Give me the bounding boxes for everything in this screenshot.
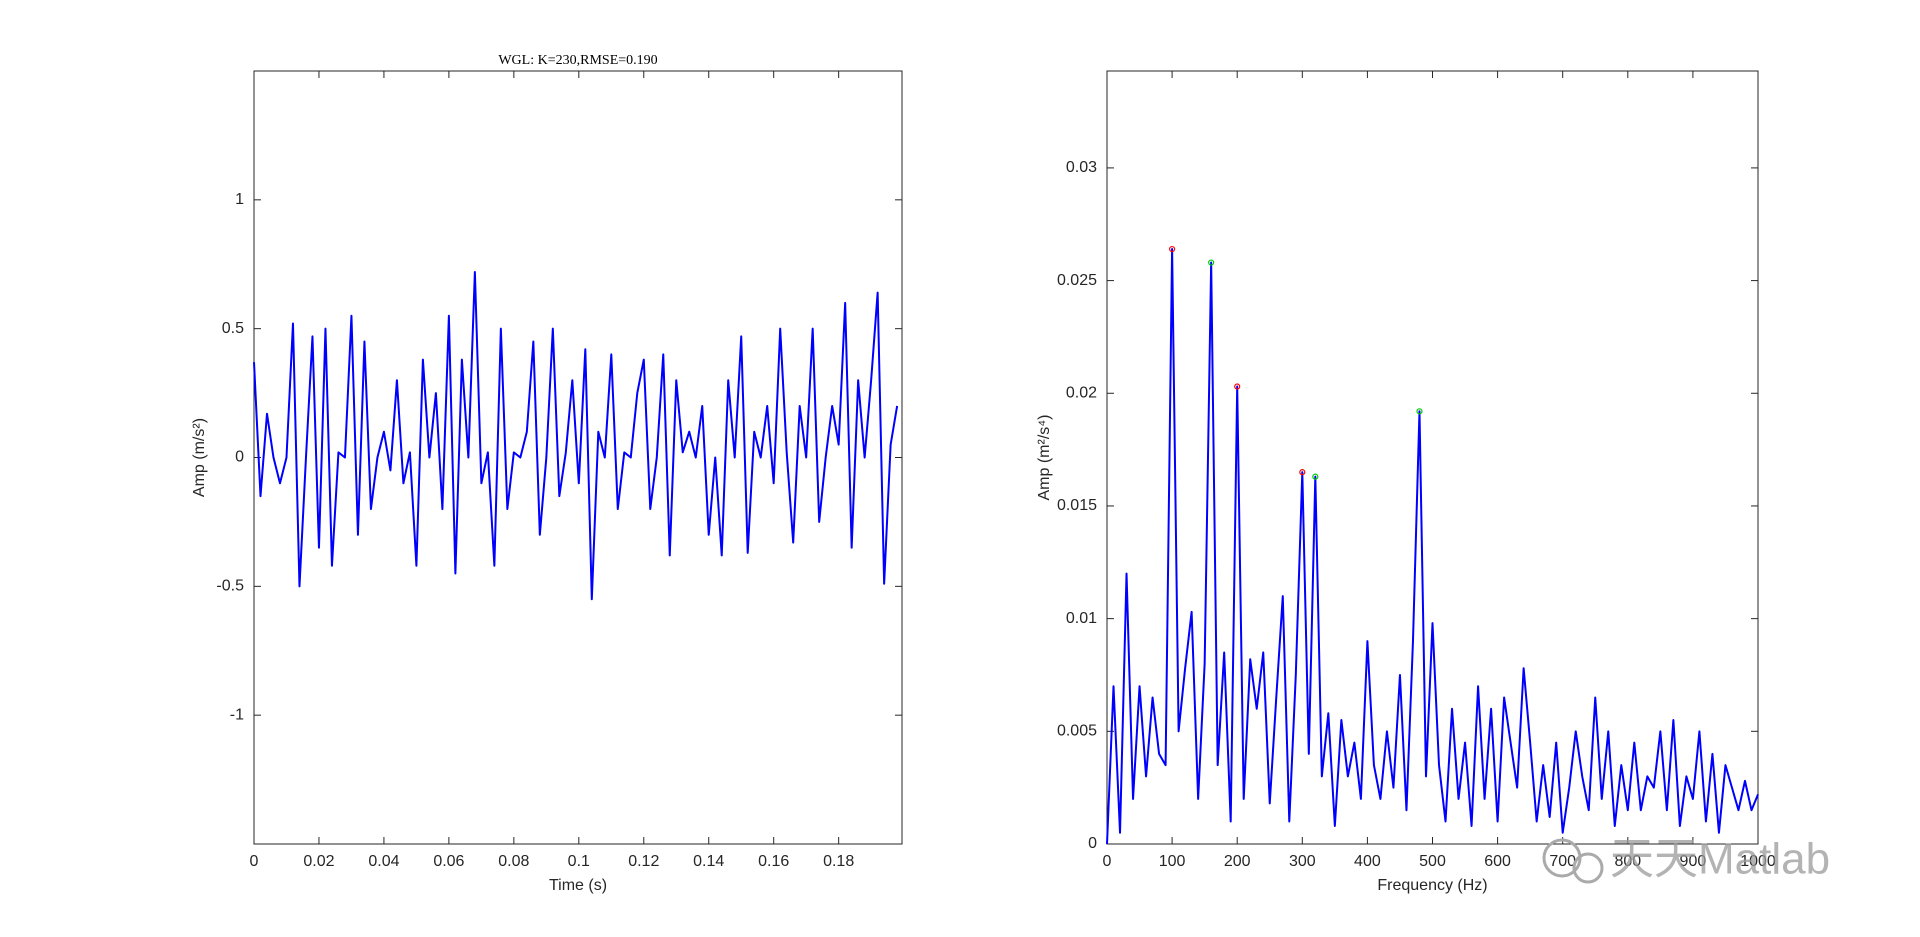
x-tick-label: 100 — [1159, 853, 1186, 870]
x-tick-label: 0.1 — [568, 853, 590, 870]
peak-marker — [1208, 259, 1215, 266]
x-tick-label: 0.08 — [498, 853, 529, 870]
x-tick-label: 0.02 — [303, 853, 334, 870]
x-tick-label: 500 — [1419, 853, 1446, 870]
x-tick-label: 0.14 — [693, 853, 724, 870]
x-tick-label: 600 — [1484, 853, 1511, 870]
x-tick-label: 0.04 — [368, 853, 399, 870]
peak-marker — [1416, 408, 1423, 415]
x-tick-label: 0.06 — [433, 853, 464, 870]
y-tick-label: 0.025 — [1057, 272, 1097, 289]
y-tick-label: 1 — [235, 191, 244, 208]
x-tick-label: 200 — [1224, 853, 1251, 870]
y-tick-label: 0 — [1088, 835, 1097, 852]
y-tick-label: -0.5 — [216, 578, 244, 595]
x-tick-label: 300 — [1289, 853, 1316, 870]
x-tick-label: 900 — [1680, 853, 1707, 870]
x-tick-label: 400 — [1354, 853, 1381, 870]
watermark-group: 天天Matlab — [1542, 835, 1830, 884]
y-axis-label: Amp (m/s²) — [191, 418, 208, 497]
x-tick-label: 0 — [1103, 853, 1112, 870]
y-axis-label: Amp (m²/s⁴) — [1036, 415, 1053, 501]
chart-title: WGL: K=230,RMSE=0.190 — [498, 53, 657, 68]
data-line — [1106, 248, 1759, 845]
y-tick-label: 0.03 — [1066, 159, 1097, 176]
peak-marker — [1299, 469, 1306, 476]
x-axis-label: Frequency (Hz) — [1377, 877, 1487, 894]
y-tick-label: 0.5 — [222, 320, 244, 337]
x-tick-label: 0.18 — [823, 853, 854, 870]
peak-marker — [1312, 473, 1319, 480]
x-axis-label: Time (s) — [549, 877, 607, 894]
y-tick-label: 0.005 — [1057, 723, 1097, 740]
y-tick-label: 0.02 — [1066, 384, 1097, 401]
peak-marker — [1234, 383, 1241, 390]
watermark-icon — [1572, 852, 1604, 884]
x-tick-label: 700 — [1549, 853, 1576, 870]
peak-marker — [1168, 245, 1176, 253]
y-tick-label: 0 — [235, 449, 244, 466]
x-tick-label: 800 — [1614, 853, 1641, 870]
data-line — [253, 270, 899, 601]
x-tick-label: 1000 — [1740, 853, 1776, 870]
x-tick-label: 0.16 — [758, 853, 789, 870]
y-tick-label: -1 — [230, 706, 244, 723]
watermark: 天天Matlab — [1610, 835, 1830, 884]
y-tick-label: 0.01 — [1066, 610, 1097, 627]
axes-box — [1106, 70, 1759, 845]
x-tick-label: 0 — [250, 853, 259, 870]
y-tick-label: 0.015 — [1057, 497, 1097, 514]
x-tick-label: 0.12 — [628, 853, 659, 870]
